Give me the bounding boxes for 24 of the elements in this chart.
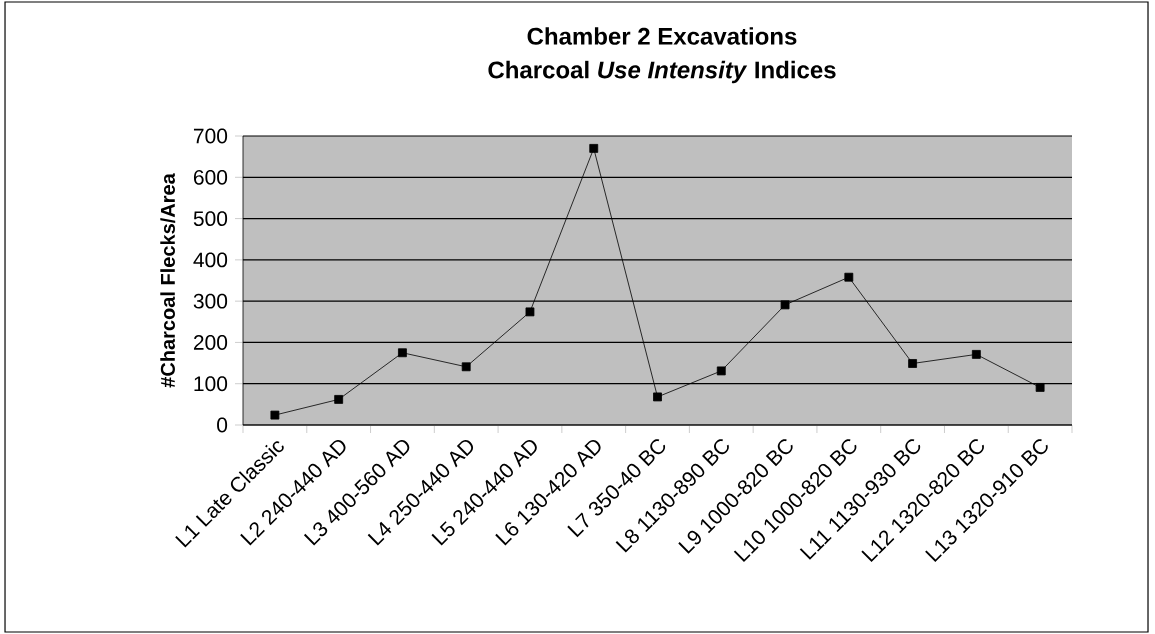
y-tick-label: 300 (193, 293, 228, 309)
y-axis-title: #Charcoal Flecks/Area (160, 173, 176, 388)
point (1035, 383, 1045, 392)
point (589, 144, 599, 153)
point (334, 395, 344, 404)
point (908, 359, 917, 368)
y-tick-label: 0 (217, 417, 228, 433)
point (461, 362, 471, 372)
point (270, 410, 280, 420)
point (716, 366, 726, 376)
chart-title: Chamber 2 Excavations (527, 27, 797, 45)
y-tick-label: 500 (193, 211, 228, 227)
point (653, 392, 662, 402)
y-tick-label: 600 (193, 169, 228, 185)
point (398, 348, 407, 358)
y-tick-label: 700 (193, 128, 228, 144)
y-tick-label: 100 (194, 376, 228, 392)
chart-subtitle: Charcoal Use Intensity Indices (488, 60, 836, 84)
y-tick-label: 400 (193, 252, 228, 268)
point (780, 300, 790, 310)
point (844, 272, 854, 282)
point (971, 350, 981, 359)
point (525, 307, 535, 317)
y-tick-label: 200 (193, 335, 228, 350)
